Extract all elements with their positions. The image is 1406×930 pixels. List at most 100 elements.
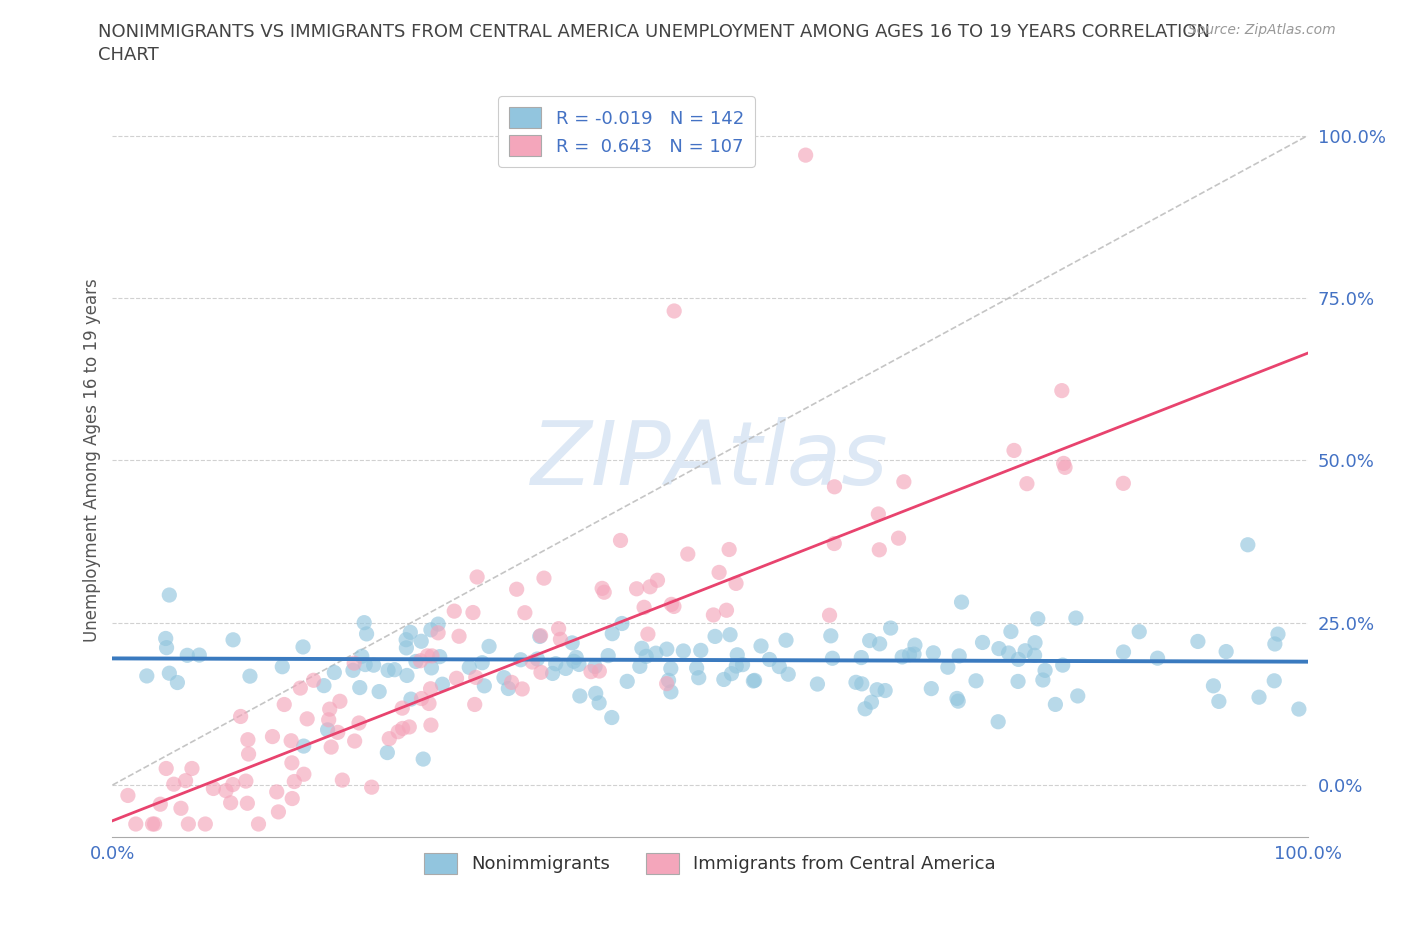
Point <box>997 645 1019 660</box>
Point <box>662 599 685 614</box>
Point <box>742 673 765 688</box>
Point <box>141 817 163 831</box>
Point <box>661 597 683 612</box>
Point <box>1050 383 1073 398</box>
Point <box>295 711 318 726</box>
Point <box>405 654 427 669</box>
Point <box>672 644 695 658</box>
Point <box>384 662 406 677</box>
Text: Source: ZipAtlas.com: Source: ZipAtlas.com <box>1188 23 1336 37</box>
Point <box>626 581 648 596</box>
Point <box>176 648 198 663</box>
Point <box>821 651 844 666</box>
Point <box>316 723 339 737</box>
Point <box>1187 634 1209 649</box>
Point <box>292 767 315 782</box>
Point <box>718 542 741 557</box>
Point <box>583 659 606 674</box>
Point <box>853 701 876 716</box>
Point <box>194 817 217 831</box>
Point <box>676 547 699 562</box>
Point <box>707 565 730 579</box>
Point <box>1007 674 1029 689</box>
Point <box>600 626 623 641</box>
Point <box>446 671 468 685</box>
Point <box>647 573 669 588</box>
Point <box>725 658 748 673</box>
Point <box>353 616 375 631</box>
Point <box>659 661 682 676</box>
Point <box>501 675 523 690</box>
Point <box>1000 624 1022 639</box>
Point <box>219 795 242 810</box>
Point <box>972 635 994 650</box>
Point <box>725 647 748 662</box>
Point <box>616 674 638 689</box>
Point <box>174 773 197 788</box>
Point <box>879 620 901 635</box>
Point <box>946 691 969 706</box>
Point <box>510 682 533 697</box>
Point <box>657 673 679 688</box>
Point <box>281 755 304 770</box>
Point <box>461 605 484 620</box>
Point <box>377 745 399 760</box>
Point <box>238 747 260 762</box>
Point <box>868 507 890 522</box>
Point <box>903 646 925 661</box>
Point <box>247 817 270 831</box>
Point <box>720 666 742 681</box>
Point <box>188 647 211 662</box>
Point <box>1015 476 1038 491</box>
Point <box>262 729 284 744</box>
Point <box>887 531 910 546</box>
Point <box>823 536 845 551</box>
Point <box>1264 636 1286 651</box>
Point <box>1014 644 1036 658</box>
Point <box>561 635 583 650</box>
Point <box>349 680 371 695</box>
Point <box>1112 644 1135 659</box>
Point <box>1247 690 1270 705</box>
Point <box>593 585 616 600</box>
Point <box>177 817 200 831</box>
Point <box>598 648 620 663</box>
Point <box>920 681 942 696</box>
Point <box>818 608 841 623</box>
Point <box>1237 538 1260 552</box>
Point <box>718 627 741 642</box>
Point <box>806 677 828 692</box>
Point <box>529 628 551 643</box>
Point <box>591 581 613 596</box>
Point <box>155 761 177 776</box>
Point <box>236 732 259 747</box>
Point <box>267 804 290 819</box>
Point <box>554 661 576 676</box>
Legend: Nonimmigrants, Immigrants from Central America: Nonimmigrants, Immigrants from Central A… <box>413 842 1007 884</box>
Point <box>731 658 754 672</box>
Point <box>609 533 631 548</box>
Point <box>163 777 186 791</box>
Point <box>631 641 654 656</box>
Point <box>859 633 882 648</box>
Point <box>1024 635 1046 650</box>
Point <box>704 629 727 644</box>
Point <box>1033 663 1056 678</box>
Point <box>965 673 987 688</box>
Point <box>1024 648 1046 663</box>
Point <box>215 783 238 798</box>
Point <box>513 605 536 620</box>
Point <box>550 631 572 646</box>
Point <box>824 479 846 494</box>
Point <box>409 653 432 668</box>
Point <box>280 734 302 749</box>
Point <box>170 801 193 816</box>
Point <box>143 817 166 831</box>
Point <box>155 640 177 655</box>
Point <box>904 638 927 653</box>
Point <box>820 629 842 644</box>
Point <box>505 582 527 597</box>
Point <box>633 600 655 615</box>
Point <box>1146 651 1168 666</box>
Point <box>1112 476 1135 491</box>
